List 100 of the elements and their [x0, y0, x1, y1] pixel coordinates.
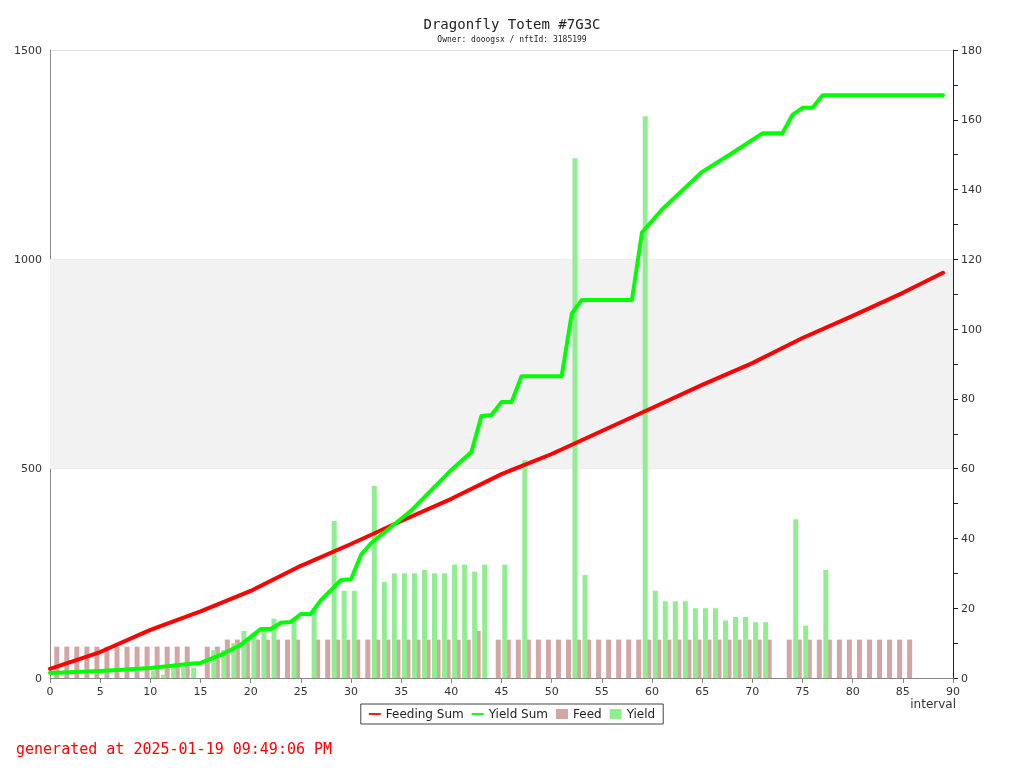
- bar: [151, 671, 157, 678]
- x-axis-title: interval: [910, 697, 956, 711]
- line-series: [48, 270, 945, 671]
- bar: [616, 639, 622, 678]
- bar: [836, 639, 842, 678]
- bar: [311, 608, 317, 678]
- bar: [572, 158, 578, 678]
- bar: [331, 521, 337, 678]
- bar: [743, 616, 749, 678]
- bar: [722, 620, 728, 678]
- bar: [672, 601, 678, 678]
- bar: [452, 564, 458, 678]
- x-tick-label: 0: [46, 685, 54, 698]
- x-tick-label: 40: [444, 685, 459, 698]
- bar: [181, 667, 187, 678]
- bar: [502, 564, 508, 678]
- bar: [482, 564, 488, 678]
- bar: [692, 608, 698, 678]
- bar: [866, 639, 872, 678]
- bar: [786, 639, 792, 678]
- text: generated at 2025-01-19 09:49:06 PM: [16, 739, 333, 758]
- x-tick-label: 45: [494, 685, 509, 698]
- y-tick-label: 1500: [14, 43, 42, 57]
- x-tick-label: 85: [895, 685, 910, 698]
- x-tick-label: 25: [293, 685, 308, 698]
- x-tick-label: 5: [96, 685, 104, 698]
- y2-tick-label: 20: [961, 601, 975, 615]
- bar: [702, 608, 708, 678]
- bar: [642, 116, 648, 678]
- bar: [285, 639, 291, 678]
- bar: [432, 573, 438, 678]
- bar: [271, 618, 277, 678]
- y-tick-label: 1000: [14, 252, 42, 266]
- bar: [712, 608, 718, 678]
- bar: [351, 590, 357, 678]
- x-tick-label: 65: [695, 685, 710, 698]
- bar: [636, 639, 642, 678]
- bar: [816, 639, 822, 678]
- y2-tick-label: 60: [961, 462, 975, 476]
- y2-tick-label: 0: [961, 671, 968, 685]
- y2-tick-label: 120: [961, 252, 982, 266]
- bar: [803, 625, 809, 678]
- x-tick-label: 20: [243, 685, 258, 698]
- y2-tick-label: 100: [961, 322, 982, 336]
- bar: [662, 601, 668, 678]
- bar: [261, 630, 267, 678]
- bar: [545, 639, 551, 678]
- x-tick-label: 15: [193, 685, 208, 698]
- x-tick-label: 35: [394, 685, 409, 698]
- bar: [582, 575, 588, 678]
- bar: [682, 601, 688, 678]
- bar: [371, 486, 377, 678]
- x-tick-label: 75: [795, 685, 810, 698]
- x-tick-label: 50: [544, 685, 559, 698]
- x-tick-label: 80: [845, 685, 860, 698]
- bar: [606, 639, 612, 678]
- bar: [515, 639, 521, 678]
- line-series: [48, 93, 945, 675]
- bar: [442, 573, 448, 678]
- y-tick-label: 0: [35, 671, 42, 685]
- y-tick-label: 500: [21, 462, 42, 476]
- x-tick-label: 70: [745, 685, 760, 698]
- bar: [472, 571, 478, 678]
- bar: [856, 639, 862, 678]
- bar: [365, 639, 371, 678]
- bar: [535, 639, 541, 678]
- bar: [191, 667, 197, 678]
- bar: [823, 569, 829, 678]
- chart-subtitle: Owner: dooogsx / nftId: 3185199: [437, 34, 587, 44]
- bar: [401, 573, 407, 678]
- bar: [421, 569, 427, 678]
- x-tick-label: 30: [344, 685, 358, 698]
- bar: [341, 590, 347, 678]
- x-tick-label: 55: [594, 685, 609, 698]
- bar: [907, 639, 913, 678]
- bar: [887, 639, 893, 678]
- bar: [411, 573, 417, 678]
- bar: [846, 639, 852, 678]
- x-tick-label: 10: [143, 685, 158, 698]
- bar: [596, 639, 602, 678]
- x-tick-label: 60: [645, 685, 659, 698]
- y2-tick-label: 180: [961, 43, 982, 57]
- legend-label: Yield Sum: [487, 707, 548, 721]
- y2-tick-label: 160: [961, 113, 982, 127]
- bar: [652, 590, 658, 678]
- bar: [877, 639, 883, 678]
- legend-label: Feed: [573, 707, 602, 721]
- bar: [251, 632, 257, 678]
- bar: [462, 564, 468, 678]
- bar: [291, 618, 297, 678]
- bar: [391, 573, 397, 678]
- bar: [733, 616, 739, 678]
- legend-label: Yield: [625, 707, 656, 721]
- legend-label: Feeding Sum: [385, 707, 464, 721]
- y2-tick-label: 40: [961, 531, 975, 545]
- bar: [753, 622, 759, 678]
- chart-title: Dragonfly Totem #7G3C: [423, 16, 601, 32]
- bar: [522, 459, 528, 678]
- bar: [793, 519, 799, 678]
- y2-tick-label: 80: [961, 392, 975, 406]
